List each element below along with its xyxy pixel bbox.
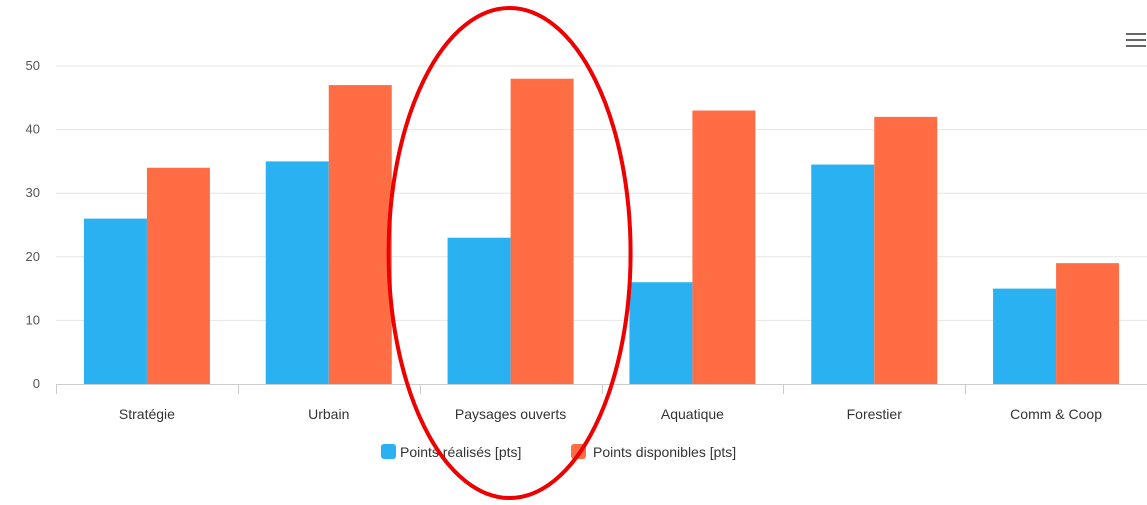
grid-lines — [56, 65, 1147, 321]
y-tick-label: 40 — [26, 122, 40, 137]
x-tick-label: Aquatique — [661, 406, 724, 422]
y-tick-label: 30 — [26, 185, 40, 200]
legend-label[interactable]: Points réalisés [pts] — [400, 444, 521, 460]
x-tick-label: Comm & Coop — [1010, 406, 1102, 422]
bar-disponibles[interactable] — [510, 78, 574, 384]
bar-disponibles[interactable] — [146, 167, 210, 384]
x-tick-label: Stratégie — [119, 406, 175, 422]
bar-realises[interactable] — [265, 161, 329, 384]
highlight-annotation — [386, 6, 633, 500]
bar-realises[interactable] — [447, 237, 511, 384]
x-tick-label: Paysages ouverts — [455, 406, 566, 422]
y-tick-label: 0 — [33, 376, 40, 391]
legend-label[interactable]: Points disponibles [pts] — [593, 444, 736, 460]
x-tick-label: Urbain — [308, 406, 349, 422]
x-tick-label: Forestier — [847, 406, 903, 422]
bar-realises[interactable] — [811, 164, 875, 384]
bar-disponibles[interactable] — [692, 110, 756, 385]
y-tick-label: 50 — [26, 58, 40, 73]
bars — [83, 78, 1120, 385]
highlight-ellipse — [386, 6, 633, 500]
y-axis-ticks: 0 10 20 30 40 50 — [26, 58, 40, 391]
bar-disponibles[interactable] — [874, 116, 938, 384]
bar-disponibles[interactable] — [328, 85, 392, 384]
legend-swatch[interactable] — [381, 444, 396, 459]
y-tick-label: 10 — [26, 312, 40, 327]
bar-realises[interactable] — [629, 282, 693, 384]
bar-realises[interactable] — [993, 288, 1057, 384]
y-tick-label: 20 — [26, 249, 40, 264]
bar-disponibles[interactable] — [1056, 263, 1120, 384]
hamburger-menu-icon[interactable] — [1126, 33, 1146, 49]
bar-realises[interactable] — [83, 218, 147, 384]
legend: Points réalisés [pts] Points disponibles … — [381, 444, 736, 460]
x-axis-tick-marks — [56, 384, 966, 394]
x-axis-labels: Stratégie Urbain Paysages ouverts Aquatique… — [119, 406, 1102, 422]
